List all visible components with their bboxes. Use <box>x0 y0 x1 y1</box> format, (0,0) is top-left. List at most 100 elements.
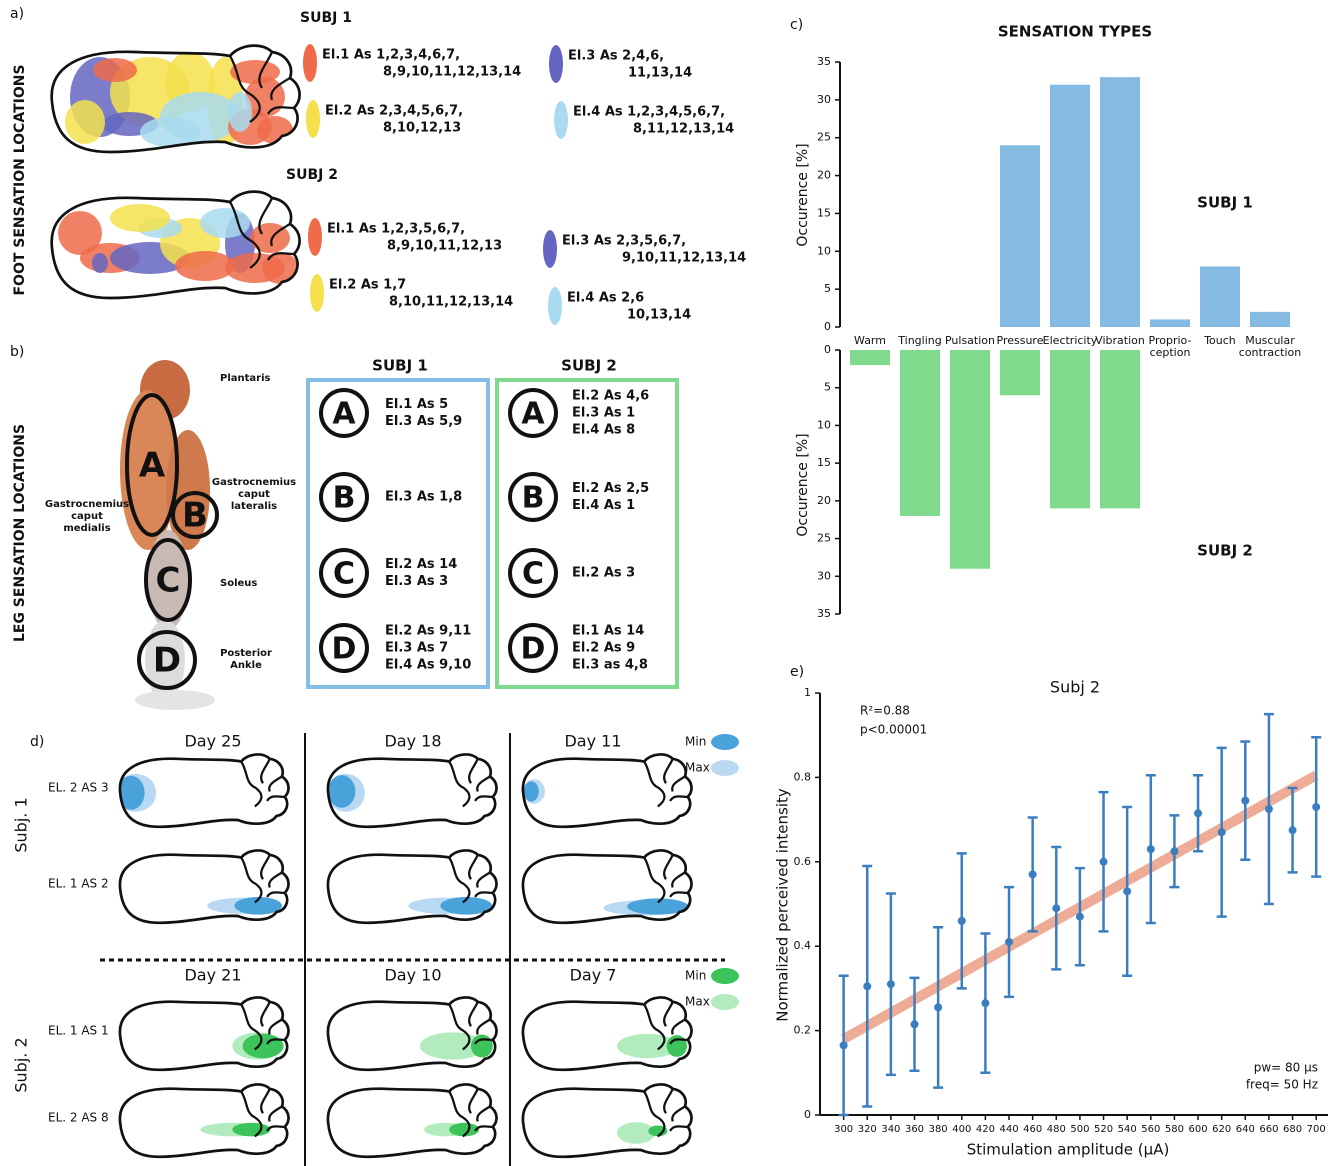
electrode-text: 8,11,12,13,14 <box>633 122 734 137</box>
sensation-area <box>449 1122 480 1137</box>
x-tick-label: Touch <box>1203 334 1236 347</box>
chart-title: Subj 2 <box>1050 678 1100 697</box>
x-tick-label: 540 <box>1118 1124 1137 1135</box>
y-tick-label: 10 <box>817 418 831 431</box>
electrode-key <box>548 287 562 325</box>
muscle-label: Ankle <box>230 660 262 671</box>
foot-fill <box>408 896 493 915</box>
bar <box>950 350 990 569</box>
region-text: El.3 As 7 <box>385 641 448 656</box>
annotation: p<0.00001 <box>860 723 927 737</box>
panel-title: LEG SENSATION LOCATIONS <box>12 424 28 642</box>
sensation-area <box>440 896 493 915</box>
x-tick-label: 460 <box>1023 1124 1042 1135</box>
y-tick-label: 35 <box>817 55 831 68</box>
sensation-area <box>58 211 102 255</box>
x-tick-label: 700 <box>1307 1124 1326 1135</box>
y-tick-label: 0.4 <box>794 939 812 952</box>
foot <box>118 1083 290 1159</box>
region-text: El.2 As 3 <box>572 566 635 581</box>
region-text: El.2 As 4,6 <box>572 389 649 404</box>
electrode-text: 8,10,11,12,13,14 <box>389 295 513 310</box>
foot-outline <box>326 1083 498 1159</box>
series-label: SUBJ 2 <box>1197 542 1253 560</box>
bar <box>1050 84 1090 327</box>
subject-heading: SUBJ 2 <box>561 357 617 375</box>
data-point <box>1288 826 1297 835</box>
bar <box>1150 319 1190 327</box>
sensation-area <box>65 100 105 144</box>
muscle-label: caput <box>71 511 103 522</box>
region-letter: B <box>333 481 356 516</box>
x-tick-label: 480 <box>1047 1124 1066 1135</box>
x-tick-label: Proprio-ception <box>1149 334 1192 359</box>
sensation-area <box>523 781 539 802</box>
bar <box>1050 350 1090 509</box>
sensation-area <box>228 92 252 132</box>
data-point <box>839 1041 848 1050</box>
leg-muscle <box>135 690 215 710</box>
sensation-area <box>93 58 137 82</box>
region-outline <box>171 491 219 539</box>
legend-swatch <box>711 968 739 984</box>
region-text: El.3 as 4,8 <box>572 658 648 673</box>
y-tick-label: 20 <box>817 494 831 507</box>
y-tick-label: 0 <box>824 343 831 356</box>
y-tick-label: 15 <box>817 206 831 219</box>
toe-lines <box>448 853 494 904</box>
bar <box>1200 266 1240 327</box>
data-point <box>934 1003 943 1012</box>
subject-box <box>306 378 490 689</box>
sensation-area <box>470 1034 493 1058</box>
y-tick-label: 15 <box>817 456 831 469</box>
y-tick-label: 30 <box>817 569 831 582</box>
region-letter: A <box>521 397 545 432</box>
panel-label: b) <box>10 344 24 360</box>
x-tick-label: 360 <box>905 1124 924 1135</box>
electrode-text: El.2 As 2,3,4,5,6,7, <box>325 104 463 119</box>
region-text: El.2 As 14 <box>385 557 457 572</box>
legend-swatch <box>711 994 739 1010</box>
bar <box>1100 77 1140 328</box>
sensation-area <box>140 117 200 147</box>
electrode-text: 10,13,14 <box>627 308 691 323</box>
panel-label: a) <box>10 6 24 22</box>
foot <box>521 1083 693 1159</box>
sensation-area <box>92 253 108 273</box>
x-tick-label: 340 <box>881 1124 900 1135</box>
x-tick-label: 320 <box>858 1124 877 1135</box>
muscle-label: medialis <box>63 523 110 534</box>
day-label: Day 18 <box>384 732 441 751</box>
x-tick-label: 300 <box>834 1124 853 1135</box>
x-tick-label: Vibration <box>1095 334 1145 347</box>
electrode-key <box>306 100 320 138</box>
y-tick-label: 10 <box>817 244 831 257</box>
row-label: EL. 1 AS 2 <box>48 877 109 891</box>
data-point <box>1028 870 1037 879</box>
foot-fill <box>603 898 689 916</box>
legend-label: Max <box>685 761 710 775</box>
data-point <box>886 980 895 989</box>
leg-muscle <box>145 620 185 700</box>
electrode-text: El.4 As 2,6 <box>567 291 644 306</box>
region-text: El.3 As 5,9 <box>385 414 462 429</box>
y-tick-label: 5 <box>824 282 831 295</box>
foot <box>118 849 290 925</box>
day-label: Day 11 <box>564 732 621 751</box>
foot <box>521 753 693 829</box>
series-label: SUBJ 1 <box>1197 194 1253 212</box>
foot-outline <box>326 996 498 1072</box>
electrode-text: 8,9,10,11,12,13,14 <box>383 65 521 80</box>
bar <box>1000 350 1040 396</box>
region-letter: D <box>153 641 181 681</box>
x-tick-label: 640 <box>1236 1124 1255 1135</box>
electrode-text: El.1 As 1,2,3,4,6,7, <box>322 48 460 63</box>
x-tick-label: 620 <box>1212 1124 1231 1135</box>
x-tick-label: 600 <box>1188 1124 1207 1135</box>
bar <box>900 350 940 516</box>
region-badge <box>319 472 369 522</box>
region-text: El.2 As 9 <box>572 641 635 656</box>
muscle-label: Plantaris <box>220 373 271 384</box>
region-text: El.2 As 9,11 <box>385 624 471 639</box>
